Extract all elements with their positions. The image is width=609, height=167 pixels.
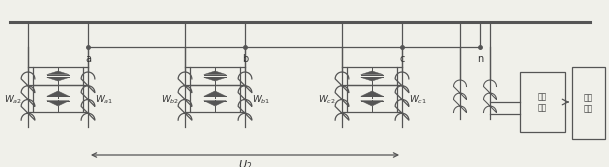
Bar [33, 85, 83, 112]
Text: $W_{b2}$: $W_{b2}$ [161, 93, 179, 106]
Text: c: c [400, 54, 405, 64]
Polygon shape [204, 77, 227, 81]
Text: n: n [477, 54, 483, 64]
Bar [33, 67, 83, 85]
Bar [347, 85, 397, 112]
Bar [572, 67, 605, 139]
Text: $W_{b1}$: $W_{b1}$ [252, 93, 270, 106]
Text: a: a [85, 54, 91, 64]
Polygon shape [204, 91, 227, 96]
Bar [190, 67, 240, 85]
Text: b: b [242, 54, 248, 64]
Polygon shape [204, 101, 227, 106]
Polygon shape [361, 91, 383, 96]
Polygon shape [47, 91, 69, 96]
Text: $W_{a1}$: $W_{a1}$ [95, 93, 113, 106]
Bar [190, 85, 240, 112]
Polygon shape [361, 77, 383, 81]
Text: $W_{a2}$: $W_{a2}$ [4, 93, 22, 106]
Polygon shape [47, 77, 69, 81]
Polygon shape [47, 71, 69, 74]
Polygon shape [47, 101, 69, 106]
Text: $W_{c1}$: $W_{c1}$ [409, 93, 427, 106]
Bar [347, 67, 397, 85]
Polygon shape [204, 71, 227, 74]
Text: $W_{c2}$: $W_{c2}$ [318, 93, 336, 106]
Text: 控制
系统: 控制 系统 [584, 93, 593, 113]
Text: 检测
电路: 检测 电路 [538, 92, 547, 112]
Polygon shape [361, 71, 383, 74]
Polygon shape [361, 101, 383, 106]
Bar [520, 72, 565, 132]
Text: $U_2$: $U_2$ [238, 158, 252, 167]
